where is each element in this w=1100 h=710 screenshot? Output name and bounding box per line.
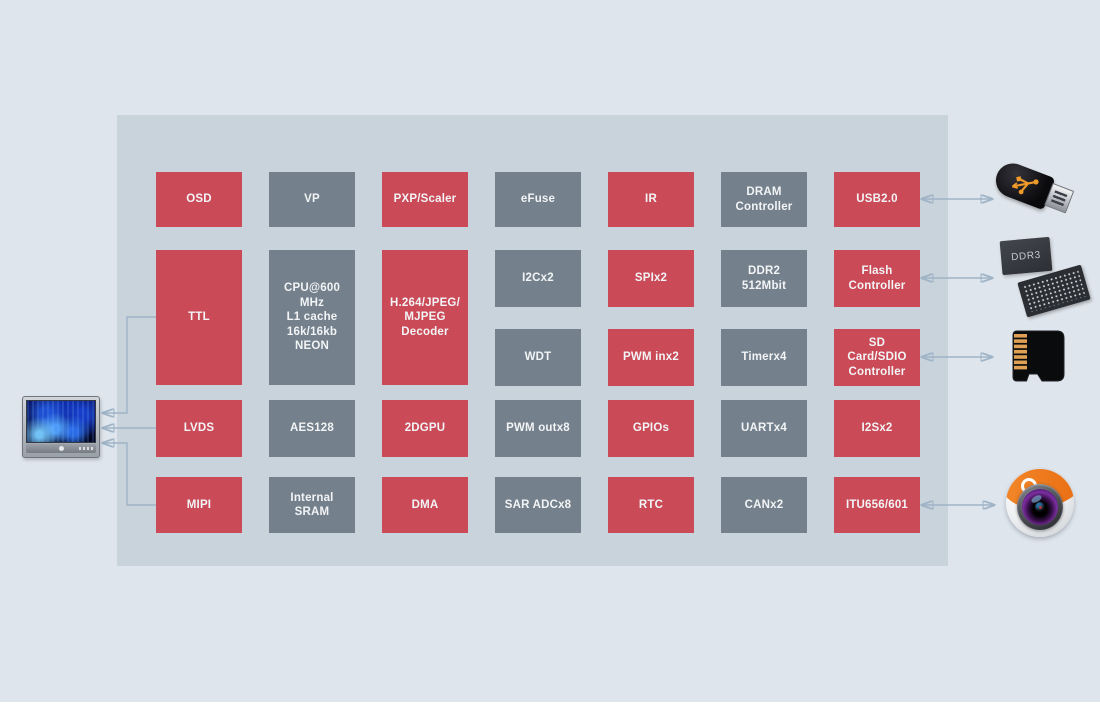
block-h264-decoder: H.264/JPEG/ MJPEG Decoder bbox=[382, 250, 468, 385]
usb-trident-icon bbox=[1011, 176, 1039, 195]
block-cpu: CPU@600 MHz L1 cache 16k/16kb NEON bbox=[269, 250, 355, 385]
bottom-strip bbox=[0, 702, 1100, 710]
block-vp: VP bbox=[269, 172, 355, 227]
usb-drive-body bbox=[990, 158, 1056, 211]
camera-lens bbox=[1017, 484, 1063, 530]
block-sar-adcx8: SAR ADCx8 bbox=[495, 477, 581, 533]
ddr3-label: DDR3 bbox=[1010, 249, 1042, 263]
block-osd: OSD bbox=[156, 172, 242, 227]
block-i2sx2: I2Sx2 bbox=[834, 400, 920, 457]
display-monitor bbox=[22, 396, 100, 458]
block-spix2: SPIx2 bbox=[608, 250, 694, 307]
monitor-screen bbox=[26, 400, 96, 443]
block-wdt: WDT bbox=[495, 329, 581, 386]
micro-sd-card bbox=[1012, 330, 1065, 382]
monitor-control-buttons bbox=[79, 447, 93, 450]
ddr3-chip-label-side: DDR3 bbox=[999, 236, 1053, 276]
block-gpios: GPIOs bbox=[608, 400, 694, 457]
block-usb20: USB2.0 bbox=[834, 172, 920, 227]
block-timerx4: Timerx4 bbox=[721, 329, 807, 386]
ddr3-bga-balls bbox=[1022, 269, 1086, 313]
usb-flash-drive bbox=[990, 158, 1079, 222]
block-efuse: eFuse bbox=[495, 172, 581, 227]
camera-iris bbox=[1022, 489, 1058, 525]
block-pwm-outx8: PWM outx8 bbox=[495, 400, 581, 457]
block-internal-sram: Internal SRAM bbox=[269, 477, 355, 533]
block-uartx4: UARTx4 bbox=[721, 400, 807, 457]
block-ddr2-512mbit: DDR2 512Mbit bbox=[721, 250, 807, 307]
camera-sensor-dot bbox=[1038, 505, 1042, 509]
block-dram-controller: DRAM Controller bbox=[721, 172, 807, 227]
block-2dgpu: 2DGPU bbox=[382, 400, 468, 457]
block-mipi: MIPI bbox=[156, 477, 242, 533]
block-flash-controller: Flash Controller bbox=[834, 250, 920, 307]
monitor-bezel bbox=[26, 444, 96, 453]
block-dma: DMA bbox=[382, 477, 468, 533]
block-ttl: TTL bbox=[156, 250, 242, 385]
block-ir: IR bbox=[608, 172, 694, 227]
block-lvds: LVDS bbox=[156, 400, 242, 457]
block-sd-sdio: SD Card/SDIO Controller bbox=[834, 329, 920, 386]
usb-connector-slots bbox=[1050, 190, 1068, 208]
camera-pupil bbox=[1035, 502, 1045, 512]
block-i2cx2: I2Cx2 bbox=[495, 250, 581, 307]
camera-module bbox=[1006, 469, 1074, 537]
block-pwm-inx2: PWM inx2 bbox=[608, 329, 694, 386]
micro-sd-pins bbox=[1014, 334, 1027, 370]
block-canx2: CANx2 bbox=[721, 477, 807, 533]
monitor-power-button bbox=[58, 446, 64, 451]
block-aes128: AES128 bbox=[269, 400, 355, 457]
block-rtc: RTC bbox=[608, 477, 694, 533]
block-itu656-601: ITU656/601 bbox=[834, 477, 920, 533]
block-pxp-scaler: PXP/Scaler bbox=[382, 172, 468, 227]
